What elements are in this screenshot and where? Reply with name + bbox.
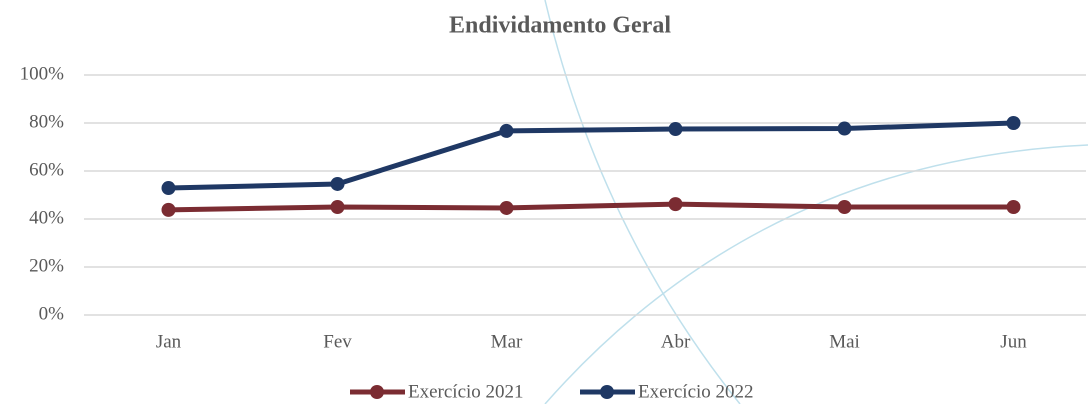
x-tick-label: Fev [323, 331, 352, 352]
series-line [168, 201, 1014, 213]
series-point [161, 181, 176, 196]
series-point [499, 123, 514, 138]
y-tick-label: 0% [39, 303, 65, 324]
series-point [1006, 116, 1021, 130]
series-point [330, 176, 345, 191]
legend-label: Exercício 2022 [638, 381, 754, 402]
series-line [168, 120, 1014, 191]
x-tick-label: Mai [829, 331, 860, 352]
y-tick-label: 60% [29, 159, 64, 180]
series-point [837, 200, 852, 214]
series-point [668, 122, 683, 136]
x-tick-label: Abr [661, 331, 691, 352]
y-tick-label: 20% [29, 255, 64, 276]
y-tick-label: 100% [20, 63, 65, 84]
decor-arc [544, 144, 1088, 404]
x-tick-label: Mar [491, 331, 523, 352]
series-point [1006, 200, 1021, 214]
series-point [668, 197, 683, 212]
x-tick-label: Jan [156, 331, 182, 352]
series-point [499, 200, 514, 215]
decor-arc [544, 0, 741, 404]
x-tick-label: Jun [1000, 331, 1027, 352]
legend-label: Exercício 2021 [408, 381, 524, 402]
legend-marker [600, 385, 614, 399]
y-tick-label: 40% [29, 207, 64, 228]
series-point [330, 200, 345, 214]
series-point [161, 202, 176, 217]
legend-marker [370, 385, 384, 399]
series-point [837, 121, 852, 136]
y-tick-label: 80% [29, 111, 64, 132]
chart-title: Endividamento Geral [449, 13, 671, 39]
